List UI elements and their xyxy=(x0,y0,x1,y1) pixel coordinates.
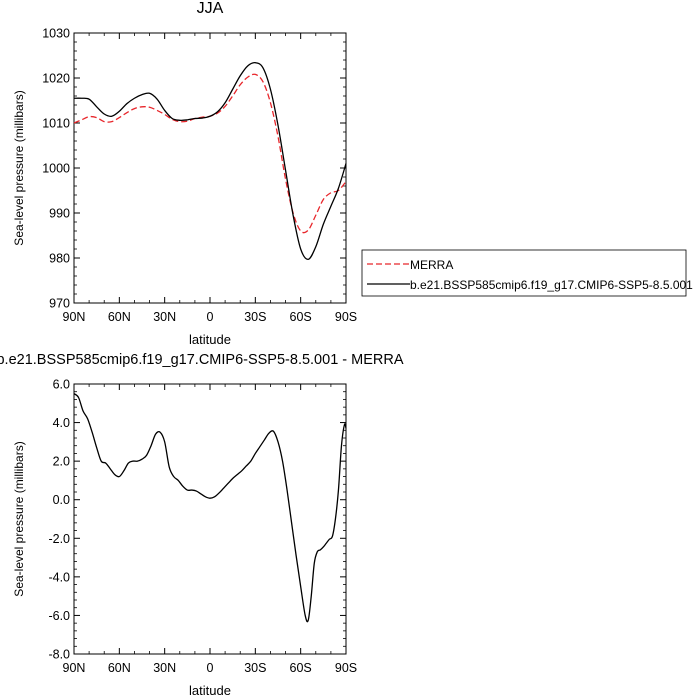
y-tick-label: 4.0 xyxy=(53,416,70,430)
y-tick-label: 2.0 xyxy=(53,455,70,469)
bottom-chart-series xyxy=(73,393,347,623)
legend-label-model: b.e21.BSSP585cmip6.f19_g17.CMIP6-SSP5-8.… xyxy=(410,278,693,292)
top-chart-title: JJA xyxy=(197,0,224,17)
legend-frame xyxy=(361,249,687,297)
top-chart-ticks: 90N 60N 30N 0 30S 60S 90S 970 980 990 1000 1010 1020… xyxy=(42,27,357,325)
y-tick-label: -8.0 xyxy=(48,648,70,662)
y-tick-label: 970 xyxy=(49,297,70,311)
top-chart-legend: MERRA b.e21.BSSP585cmip6.f19_g17.CMIP6-S… xyxy=(361,249,693,297)
x-tick-label: 30S xyxy=(244,310,266,324)
bottom-chart-title: b.e21.BSSP585cmip6.f19_g17.CMIP6-SSP5-8.… xyxy=(0,352,404,368)
x-tick-label: 90S xyxy=(335,661,357,675)
y-tick-label: 1000 xyxy=(42,162,70,176)
x-tick-label: 90N xyxy=(63,310,86,324)
top-chart-series xyxy=(73,62,347,261)
x-tick-label: 90N xyxy=(63,661,86,675)
x-tick-label: 60S xyxy=(290,310,312,324)
bottom-chart: b.e21.BSSP585cmip6.f19_g17.CMIP6-SSP5-8.… xyxy=(0,352,404,698)
top-chart-y-axis-label: Sea-level pressure (millibars) xyxy=(12,90,26,245)
top-chart-x-axis-label: latitude xyxy=(189,332,231,347)
top-chart-series-line-1 xyxy=(73,73,347,234)
y-tick-label: 6.0 xyxy=(53,378,70,392)
x-tick-label: 60N xyxy=(108,661,131,675)
y-tick-label: -2.0 xyxy=(48,532,70,546)
y-tick-label: 980 xyxy=(49,252,70,266)
x-tick-label: 30N xyxy=(153,661,176,675)
legend-label-merra: MERRA xyxy=(410,258,453,272)
top-chart: JJA 90N 60N 30N 0 30S 60S 90S 970 980 990 1000 1010… xyxy=(12,0,693,347)
y-tick-label: 1010 xyxy=(42,117,70,131)
y-tick-label: -6.0 xyxy=(48,609,70,623)
x-tick-label: 60N xyxy=(108,310,131,324)
bottom-chart-series-line-1 xyxy=(73,393,347,623)
x-tick-label: 30N xyxy=(153,310,176,324)
top-chart-series-line-2 xyxy=(73,62,347,261)
bottom-chart-x-axis-label: latitude xyxy=(189,683,231,698)
y-tick-label: 0.0 xyxy=(53,493,70,507)
x-tick-label: 60S xyxy=(290,661,312,675)
x-tick-label: 90S xyxy=(335,310,357,324)
bottom-chart-y-axis-label: Sea-level pressure (millibars) xyxy=(12,441,26,596)
top-chart-frame xyxy=(73,32,347,304)
bottom-chart-frame xyxy=(73,383,347,655)
x-tick-label: 0 xyxy=(207,661,214,675)
bottom-chart-ticks: 90N 60N 30N 0 30S 60S 90S -8.0 -6.0 -4.0 -2.0 0.0 2.… xyxy=(48,378,357,676)
y-tick-label: 1030 xyxy=(42,27,70,41)
y-tick-label: 990 xyxy=(49,207,70,221)
y-tick-label: 1020 xyxy=(42,72,70,86)
y-tick-label: -4.0 xyxy=(48,570,70,584)
x-tick-label: 30S xyxy=(244,661,266,675)
x-tick-label: 0 xyxy=(207,310,214,324)
